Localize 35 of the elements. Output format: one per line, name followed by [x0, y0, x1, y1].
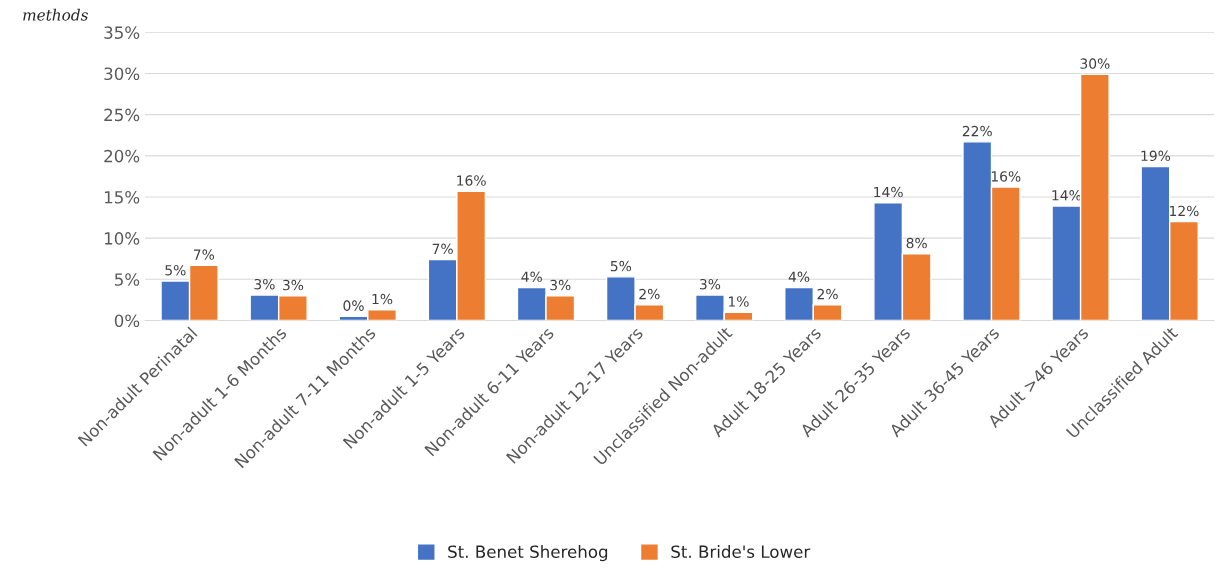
y-tick-label: 10% [104, 232, 140, 245]
data-label: 3% [254, 278, 275, 290]
y-tick-label: 30% [104, 67, 140, 81]
data-label: 14% [1052, 190, 1082, 201]
data-label: 5% [165, 264, 186, 276]
y-tick-label: 25% [104, 108, 140, 122]
y-tick-label: 0% [114, 314, 140, 328]
y-tick-label: 20% [104, 149, 140, 163]
data-label: 30% [1080, 58, 1110, 69]
data-label: 3% [282, 279, 304, 291]
data-label: 16% [991, 171, 1021, 182]
y-tick-label: 15% [104, 190, 140, 204]
y-tick-label: 35% [104, 26, 140, 39]
data-label: 2% [817, 288, 838, 300]
data-label: 8% [906, 237, 927, 249]
data-label: 16% [457, 175, 486, 186]
data-label: 4% [521, 271, 542, 283]
data-label: 12% [1170, 205, 1199, 217]
data-label: 14% [874, 186, 903, 198]
data-label: 4% [788, 271, 810, 283]
data-label: 0% [343, 300, 364, 311]
data-label: 22% [962, 125, 992, 137]
legend-label: St. Benet Sherehog [448, 545, 608, 562]
data-label: 5% [610, 260, 632, 272]
data-label: 7% [432, 243, 453, 255]
text: methods [23, 8, 88, 21]
y-tick-label: 5% [115, 273, 140, 286]
data-label: 3% [550, 279, 571, 291]
data-label: 19% [1141, 150, 1171, 162]
data-label: 1% [372, 293, 393, 305]
data-label: 3% [699, 278, 721, 290]
data-label: 7% [193, 249, 215, 260]
data-label: 2% [639, 288, 660, 300]
legend-label: St. Bride's Lower [671, 545, 811, 559]
data-label: 1% [728, 296, 749, 307]
